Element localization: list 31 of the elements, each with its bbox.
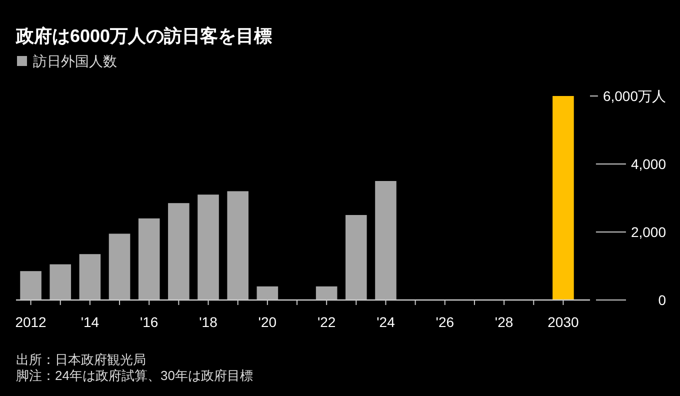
text: 出所：日本政府観光局 [16, 352, 146, 367]
bar [79, 254, 101, 300]
bar [375, 181, 396, 300]
y-tick-label: 0 [658, 292, 666, 308]
x-tick-label: 2030 [548, 314, 579, 330]
x-tick-label: 2012 [15, 314, 47, 330]
text: 脚注：24年は政府試算、30年は政府目標 [16, 368, 253, 383]
x-tick-label: '16 [140, 314, 158, 330]
y-tick-label: 2,000 [630, 224, 666, 240]
bar [198, 194, 219, 300]
bar [346, 215, 367, 300]
bar [168, 203, 190, 300]
x-tick-label: '22 [317, 314, 336, 330]
x-tick-label: '20 [258, 314, 277, 330]
chart-title: 政府は6000万人の訪日客を目標 [15, 26, 272, 46]
x-tick-label: '28 [494, 314, 514, 330]
x-tick-label: '24 [376, 314, 396, 330]
bar [552, 96, 574, 300]
legend-label: 訪日外国人数 [33, 53, 117, 69]
x-tick-label: '26 [436, 314, 454, 330]
bar [138, 218, 160, 300]
y-tick-label: 6,000万人 [602, 88, 666, 104]
bar [256, 286, 278, 300]
bar [316, 286, 338, 300]
y-tick-label: 4,000 [630, 156, 666, 172]
bar [20, 271, 42, 300]
bar [50, 264, 72, 300]
bar [227, 191, 248, 300]
x-tick-label: '14 [80, 314, 100, 330]
x-tick-label: '18 [199, 314, 218, 330]
bar [108, 234, 130, 300]
